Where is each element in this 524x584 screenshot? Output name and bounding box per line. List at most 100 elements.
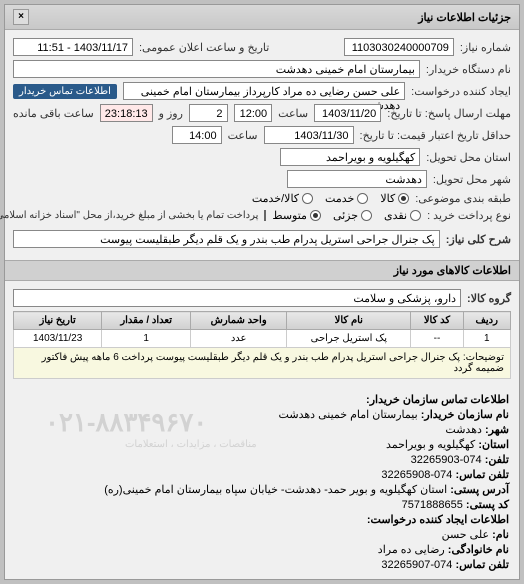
deadline-time-field: 12:00 (234, 104, 273, 122)
family-val: رضایی ده مراد (378, 544, 445, 556)
panel-title: جزئیات اطلاعات نیاز (418, 11, 511, 24)
goods-body: گروه کالا: دارو، پزشکی و سلامت ردیف کد ک… (5, 281, 519, 387)
remain-time-field: 23:18:13 (100, 104, 153, 122)
radio-cash-label: نقدی (384, 209, 407, 222)
table-note-row: توضیحات: پک جنرال جراحی استریل پدرام طب … (14, 348, 511, 379)
contact-prov-val: کهگیلویه و بویراحمد (386, 439, 475, 451)
time-label-2: ساعت (228, 129, 258, 142)
contact-section: ۰۲۱-۸۸۳۴۹۶۷۰ مناقصات ، مزایدات ، استعلام… (5, 387, 519, 579)
tel-val: 074-32265903 (411, 454, 482, 466)
th-idx: ردیف (463, 312, 511, 330)
td-code: -- (411, 330, 463, 348)
details-panel: جزئیات اطلاعات نیاز × شماره نیاز: 110303… (4, 4, 520, 580)
buyer-label: نام دستگاه خریدار: (426, 63, 511, 76)
td-date: 1403/11/23 (14, 330, 102, 348)
remain-suffix: ساعت باقی مانده (13, 107, 94, 120)
form-body: شماره نیاز: 1103030240000709 تاریخ و ساع… (5, 30, 519, 260)
radio-both[interactable]: کالا/خدمت (252, 192, 313, 205)
name-val: علی حسن (442, 529, 489, 541)
panel-header: جزئیات اطلاعات نیاز × (5, 5, 519, 30)
desc-field: پک جنرال جراحی استریل پدرام طب بندر و یک… (13, 230, 440, 248)
validity-date-field: 1403/11/30 (264, 126, 354, 144)
radio-mid[interactable]: متوسط (272, 209, 321, 222)
contact-prov-label: استان: (478, 439, 509, 451)
validity-time-field: 14:00 (172, 126, 222, 144)
province-field: کهگیلویه و بویراحمد (280, 148, 420, 166)
th-code: کد کالا (411, 312, 463, 330)
category-radio-group: کالا خدمت کالا/خدمت (252, 192, 409, 205)
deadline-label: مهلت ارسال پاسخ: تا تاریخ: (387, 107, 511, 120)
contact-link[interactable]: اطلاعات تماس خریدار (13, 84, 117, 99)
announce-label: تاریخ و ساعت اعلان عمومی: (139, 41, 269, 54)
radio-partial-icon (361, 210, 372, 221)
radio-cash-icon (410, 210, 421, 221)
fax-val: 074-32265908 (381, 469, 452, 481)
radio-both-icon (302, 193, 313, 204)
req-header: اطلاعات ایجاد کننده درخواست: (15, 513, 509, 526)
addr-val: استان کهگیلویه و بویر حمد- دهدشت- خیابان… (104, 484, 447, 496)
desc-label: شرح کلی نیاز: (446, 233, 511, 246)
org-label: نام سازمان خریدار: (421, 409, 509, 421)
radio-mid-icon (310, 210, 321, 221)
td-note: توضیحات: پک جنرال جراحی استریل پدرام طب … (14, 348, 511, 379)
province-label: استان محل تحویل: (426, 151, 511, 164)
creator-field: علی حسن رضایی ده مراد کارپرداز بیمارستان… (123, 82, 405, 100)
radio-service-icon (357, 193, 368, 204)
org-val: بیمارستان امام خمینی دهدشت (279, 409, 418, 421)
pay-note: پرداخت تمام یا بخشی از مبلغ خرید،از محل … (0, 210, 258, 221)
validity-label: حداقل تاریخ اعتبار قیمت: تا تاریخ: (360, 129, 511, 142)
remain-days-label: روز و (159, 107, 183, 120)
req-no-label: شماره نیاز: (460, 41, 511, 54)
radio-cash[interactable]: نقدی (384, 209, 421, 222)
radio-both-label: کالا/خدمت (252, 192, 299, 205)
td-name: پک استریل جراحی (287, 330, 411, 348)
req-no-field: 1103030240000709 (344, 38, 454, 56)
remain-days-field: 2 (189, 104, 228, 122)
group-label: گروه کالا: (467, 292, 511, 305)
radio-goods-label: کالا (380, 192, 395, 205)
radio-goods-icon (398, 193, 409, 204)
announce-field: 1403/11/17 - 11:51 (13, 38, 133, 56)
radio-goods[interactable]: کالا (380, 192, 409, 205)
addr-label: آدرس پستی: (450, 484, 509, 496)
city-field: دهدشت (287, 170, 427, 188)
radio-partial[interactable]: جزئی (333, 209, 372, 222)
close-icon[interactable]: × (13, 9, 29, 25)
buyer-field: بیمارستان امام خمینی دهدشت (13, 60, 420, 78)
deadline-date-field: 1403/11/20 (314, 104, 381, 122)
radio-mid-label: متوسط (272, 209, 307, 222)
goods-section-header: اطلاعات کالاهای مورد نیاز (5, 260, 519, 281)
contact-city-val: دهدشت (445, 424, 482, 436)
post-label: کد پستی: (466, 499, 509, 511)
post-val: 7571888655 (402, 499, 463, 511)
td-unit: عدد (191, 330, 287, 348)
group-field: دارو، پزشکی و سلامت (13, 289, 461, 307)
req-tel-label: تلفن تماس: (455, 559, 509, 571)
td-idx: 1 (463, 330, 511, 348)
radio-service[interactable]: خدمت (325, 192, 368, 205)
contact-city-label: شهر: (485, 424, 509, 436)
td-qty: 1 (102, 330, 191, 348)
th-qty: تعداد / مقدار (102, 312, 191, 330)
pay-label: نوع پرداخت خرید : (427, 209, 511, 222)
family-label: نام خانوادگی: (448, 544, 509, 556)
th-unit: واحد شمارش (191, 312, 287, 330)
category-label: طبقه بندی موضوعی: (415, 192, 511, 205)
contact-header: اطلاعات تماس سازمان خریدار: (15, 393, 509, 406)
radio-partial-label: جزئی (333, 209, 358, 222)
creator-label: ایجاد کننده درخواست: (411, 85, 511, 98)
table-header-row: ردیف کد کالا نام کالا واحد شمارش تعداد /… (14, 312, 511, 330)
pay-radio-group: نقدی جزئی متوسط (272, 209, 421, 222)
table-row: 1 -- پک استریل جراحی عدد 1 1403/11/23 (14, 330, 511, 348)
name-label: نام: (492, 529, 509, 541)
tel-label: تلفن: (485, 454, 509, 466)
city-label: شهر محل تحویل: (433, 173, 511, 186)
th-date: تاریخ نیاز (14, 312, 102, 330)
req-tel-val: 074-32265907 (381, 559, 452, 571)
goods-table: ردیف کد کالا نام کالا واحد شمارش تعداد /… (13, 311, 511, 379)
radio-service-label: خدمت (325, 192, 354, 205)
time-label-1: ساعت (278, 107, 308, 120)
pay-checkbox[interactable] (264, 210, 266, 221)
th-name: نام کالا (287, 312, 411, 330)
fax-label: تلفن تماس: (455, 469, 509, 481)
